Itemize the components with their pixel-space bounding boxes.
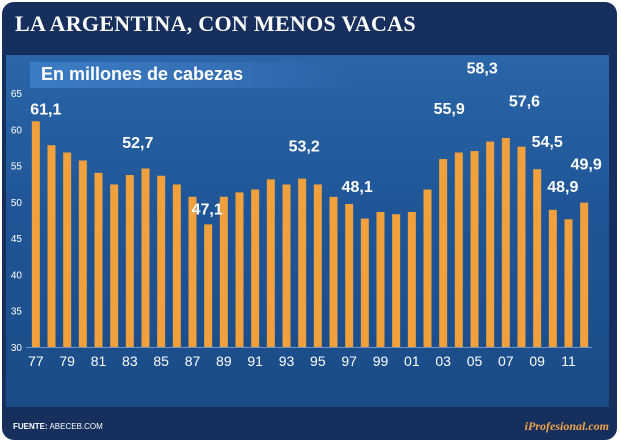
y-tick-label: 40 [11, 270, 23, 281]
bar-80 [78, 160, 87, 347]
data-label: 54,5 [532, 134, 563, 151]
x-tick-label: 87 [185, 353, 201, 369]
y-tick-label: 50 [11, 198, 23, 209]
bar-85 [157, 175, 166, 347]
bar-78 [47, 145, 56, 347]
y-tick-label: 45 [11, 234, 23, 245]
x-tick-label: 07 [498, 353, 514, 369]
data-label: 55,9 [434, 101, 465, 118]
data-label: 52,7 [122, 135, 153, 152]
bar-82 [110, 184, 119, 347]
x-tick-label: 99 [373, 353, 389, 369]
bar-10 [548, 209, 557, 347]
bar-86 [172, 184, 181, 347]
bar-03 [439, 159, 448, 347]
bar-99 [376, 212, 385, 347]
data-label: 58,3 [467, 61, 498, 78]
y-tick-label: 30 [11, 343, 23, 354]
subtitle-band [30, 62, 356, 88]
bar-81 [94, 172, 103, 347]
bar-92 [266, 179, 275, 347]
bar-98 [360, 218, 369, 347]
bar-79 [63, 152, 72, 347]
bar-83 [125, 175, 134, 347]
bar-88 [204, 224, 213, 347]
x-tick-label: 93 [279, 353, 295, 369]
x-tick-label: 95 [310, 353, 326, 369]
x-tick-label: 83 [122, 353, 138, 369]
bar-12 [580, 202, 589, 347]
bar-00 [392, 214, 401, 347]
chart-title: LA ARGENTINA, CON MENOS VACAS [15, 11, 416, 36]
bar-11 [564, 219, 573, 347]
chart-subtitle: En millones de cabezas [41, 64, 244, 84]
source-note: FUENTE: ABECEB.COM [13, 422, 103, 431]
bar-91 [251, 189, 260, 347]
x-tick-label: 89 [216, 353, 232, 369]
bar-04 [454, 152, 463, 347]
x-tick-label: 01 [404, 353, 420, 369]
data-label: 48,9 [547, 179, 578, 196]
bar-09 [533, 169, 542, 347]
bar-87 [188, 196, 197, 347]
y-tick-label: 55 [11, 162, 23, 173]
data-label: 48,1 [342, 179, 373, 196]
data-label: 49,9 [571, 157, 602, 174]
source-label: FUENTE: [13, 422, 48, 431]
bar-90 [235, 192, 244, 347]
bar-89 [219, 196, 228, 347]
bar-84 [141, 168, 150, 347]
bar-01 [407, 212, 416, 347]
data-label: 57,6 [509, 94, 540, 111]
y-tick-label: 65 [11, 89, 23, 100]
y-tick-label: 35 [11, 307, 23, 318]
bar-06 [486, 141, 495, 347]
source-value: ABECEB.COM [49, 422, 103, 431]
x-tick-label: 91 [247, 353, 263, 369]
publisher-logo: iProfesional.com [524, 419, 609, 433]
bar-07 [501, 137, 510, 347]
x-tick-label: 11 [561, 353, 576, 369]
bar-08 [517, 146, 526, 347]
data-label: 53,2 [289, 139, 320, 156]
x-tick-label: 03 [435, 353, 451, 369]
bar-93 [282, 184, 291, 347]
data-label: 47,1 [192, 201, 223, 218]
x-tick-label: 77 [28, 353, 44, 369]
x-tick-label: 97 [341, 353, 357, 369]
bar-94 [298, 178, 307, 347]
bar-96 [329, 196, 338, 347]
bar-97 [345, 204, 354, 347]
x-tick-label: 81 [91, 353, 107, 369]
y-tick-label: 60 [11, 125, 23, 136]
bar-95 [313, 184, 322, 347]
x-tick-label: 09 [529, 353, 545, 369]
x-tick-label: 05 [467, 353, 483, 369]
data-label: 61,1 [30, 101, 61, 118]
x-tick-label: 85 [153, 353, 169, 369]
bar-05 [470, 151, 479, 347]
bar-02 [423, 189, 432, 347]
x-tick-label: 79 [59, 353, 75, 369]
bar-77 [31, 121, 40, 347]
